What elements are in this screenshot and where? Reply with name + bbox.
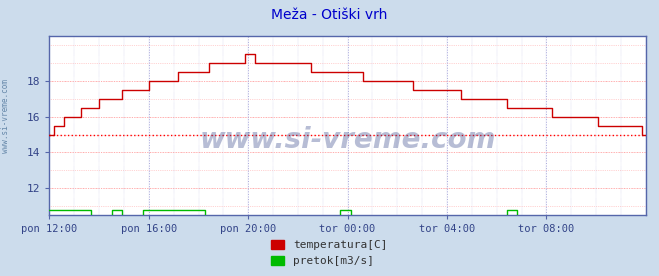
Legend: temperatura[C], pretok[m3/s]: temperatura[C], pretok[m3/s] bbox=[267, 235, 392, 270]
Text: Meža - Otiški vrh: Meža - Otiški vrh bbox=[272, 8, 387, 22]
Text: www.si-vreme.com: www.si-vreme.com bbox=[1, 79, 10, 153]
Text: www.si-vreme.com: www.si-vreme.com bbox=[200, 126, 496, 154]
